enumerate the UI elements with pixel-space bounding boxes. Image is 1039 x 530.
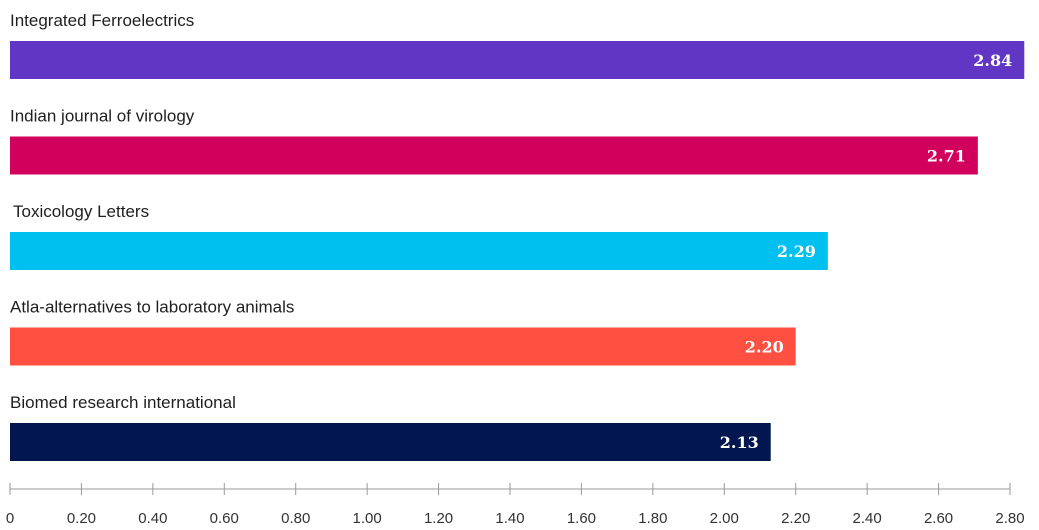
x-tick-label: 1.80 xyxy=(638,510,667,527)
category-label: Integrated Ferroelectrics xyxy=(10,11,194,30)
x-tick-label: 1.00 xyxy=(353,510,382,527)
x-tick-label: 1.20 xyxy=(424,510,453,527)
bar xyxy=(10,41,1025,79)
x-tick-label: 2.00 xyxy=(710,510,739,527)
x-tick-label: 0.60 xyxy=(210,510,239,527)
x-tick-label: 0.80 xyxy=(281,510,310,527)
category-label: Toxicology Letters xyxy=(13,202,149,221)
category-label: Indian journal of virology xyxy=(10,107,195,126)
bar xyxy=(10,232,828,270)
x-tick-label: 0 xyxy=(6,510,14,527)
value-label: 2.29 xyxy=(777,242,816,261)
x-tick-label: 2.80 xyxy=(995,510,1024,527)
category-label: Atla-alternatives to laboratory animals xyxy=(10,298,294,317)
value-label: 2.13 xyxy=(720,433,759,452)
x-tick-label: 0.20 xyxy=(67,510,96,527)
value-label: 2.71 xyxy=(927,147,966,166)
x-tick-label: 1.60 xyxy=(567,510,596,527)
x-tick-label: 1.40 xyxy=(495,510,524,527)
x-tick-label: 0.40 xyxy=(138,510,167,527)
bar xyxy=(10,423,771,461)
value-label: 2.20 xyxy=(745,338,784,357)
bar xyxy=(10,327,796,366)
bar xyxy=(10,136,978,175)
bars-group: Integrated Ferroelectrics 2.84 Indian jour… xyxy=(10,11,1025,461)
x-tick-label: 2.40 xyxy=(853,510,882,527)
category-label: Biomed research international xyxy=(10,393,236,412)
value-label: 2.84 xyxy=(973,51,1012,70)
x-axis: 0 0.20 0.40 0.60 0.80 1.00 1.20 1.40 1.60 1.80 2.0… xyxy=(6,483,1025,527)
x-tick-label: 2.20 xyxy=(781,510,810,527)
x-tick-label: 2.60 xyxy=(924,510,953,527)
